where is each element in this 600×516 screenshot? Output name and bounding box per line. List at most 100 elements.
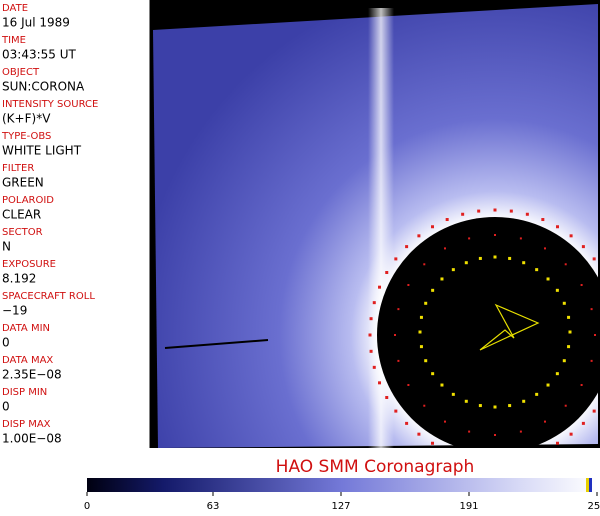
red-dot: [394, 409, 398, 413]
field-label: DISP MAX: [2, 419, 51, 430]
field-label: DATA MAX: [2, 355, 53, 366]
red-dot: [581, 245, 585, 249]
yellow-dot: [535, 392, 539, 396]
yellow-dot: [562, 359, 566, 363]
red-dot: [372, 365, 376, 369]
red-dot: [423, 263, 426, 266]
red-dot: [525, 212, 529, 216]
yellow-dot: [464, 399, 468, 403]
red-dot: [368, 333, 372, 337]
red-dot: [541, 218, 545, 222]
red-dot: [494, 459, 497, 462]
yellow-dot: [508, 404, 512, 408]
red-dot: [407, 384, 410, 386]
colorbar-tick-label: 255: [587, 501, 600, 512]
red-dot: [444, 420, 446, 423]
yellow-dot: [546, 277, 550, 281]
red-dot: [556, 441, 559, 445]
field-label: TIME: [1, 35, 26, 46]
field-label: TYPE-OBS: [1, 131, 51, 142]
yellow-dot: [424, 301, 428, 305]
red-dot: [385, 396, 389, 399]
red-dot: [461, 212, 465, 216]
yellow-dot: [555, 372, 559, 376]
red-dot: [423, 404, 426, 407]
red-dot: [494, 434, 496, 436]
yellow-dot: [508, 256, 512, 260]
field-label: EXPOSURE: [2, 259, 56, 270]
red-dot: [397, 359, 400, 362]
yellow-dot: [451, 268, 455, 272]
red-dot: [581, 421, 585, 425]
colorbar-marker: [586, 478, 589, 492]
yellow-dot: [493, 255, 497, 259]
field-value: −19: [2, 304, 27, 318]
field-value: 8.192: [2, 272, 36, 286]
field-label: INTENSITY SOURCE: [2, 99, 98, 110]
field-label: POLAROID: [2, 195, 54, 206]
pointer: [479, 303, 540, 351]
field-value: 16 Jul 1989: [2, 16, 70, 30]
red-dot: [445, 218, 449, 222]
field-label: SPACECRAFT ROLL: [2, 291, 95, 302]
yellow-dot: [451, 392, 455, 396]
yellow-dot: [567, 345, 571, 349]
red-dot: [580, 284, 583, 286]
yellow-dot: [478, 256, 482, 260]
yellow-dot: [546, 383, 550, 387]
red-dot: [397, 308, 400, 311]
yellow-dot: [562, 301, 566, 305]
red-dot: [594, 334, 596, 336]
field-value: 2.35E−08: [2, 368, 62, 382]
occulter: [377, 217, 600, 448]
red-dot: [431, 225, 434, 229]
image-title: HAO SMM Coronagraph: [276, 457, 475, 477]
red-dot: [431, 441, 434, 445]
field-value: GREEN: [2, 176, 44, 190]
red-dot: [569, 432, 573, 436]
colorbar-marker: [589, 478, 592, 492]
field-value: WHITE LIGHT: [2, 144, 82, 158]
yellow-dot: [493, 405, 497, 409]
field-value: N: [2, 240, 11, 254]
red-dot: [494, 234, 496, 236]
red-dot: [592, 257, 596, 261]
yellow-dot: [431, 288, 435, 292]
red-dot: [378, 381, 382, 385]
field-label: DATE: [2, 3, 28, 14]
field-value: (K+F)*V: [2, 112, 51, 126]
red-dot: [564, 263, 567, 266]
red-dot: [510, 457, 513, 460]
yellow-dot: [464, 261, 468, 265]
red-dot: [394, 257, 398, 261]
red-dot: [541, 449, 544, 452]
field-label: OBJECT: [2, 67, 40, 78]
red-dot: [385, 271, 389, 274]
red-dot: [526, 454, 529, 457]
yellow-dot: [567, 315, 571, 319]
red-dot: [519, 237, 522, 240]
colorbar-tick-label: 63: [207, 501, 220, 512]
yellow-dot: [419, 345, 423, 349]
field-label: FILTER: [2, 163, 34, 174]
red-dot: [468, 430, 471, 433]
colorbar-tick-label: 127: [331, 501, 350, 512]
yellow-dot: [440, 383, 444, 387]
red-dot: [369, 317, 373, 321]
red-dot: [519, 430, 522, 433]
yellow-dot: [419, 315, 423, 319]
red-dot: [590, 308, 593, 311]
red-dot: [468, 237, 471, 240]
red-dot: [417, 432, 421, 436]
red-dot: [405, 245, 409, 249]
red-dot: [369, 349, 373, 353]
field-value: 0: [2, 336, 10, 350]
yellow-dot: [522, 261, 526, 265]
red-dot: [580, 384, 583, 386]
red-dot: [417, 234, 421, 238]
colorbar: [87, 478, 597, 492]
yellow-dot: [555, 288, 559, 292]
red-dot: [477, 209, 481, 213]
yellow-dot: [424, 359, 428, 363]
yellow-dot: [478, 404, 482, 408]
